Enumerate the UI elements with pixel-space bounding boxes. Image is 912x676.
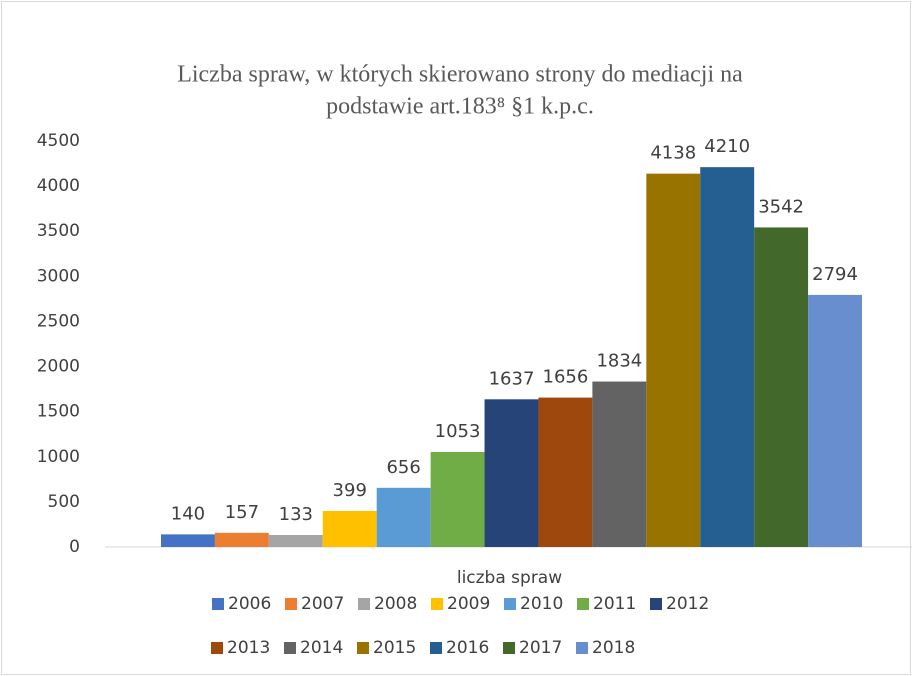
bar bbox=[376, 487, 431, 547]
data-label: 157 bbox=[225, 502, 259, 523]
legend-swatch bbox=[285, 598, 297, 610]
bar bbox=[592, 381, 647, 547]
x-tick-label: liczba spraw bbox=[457, 568, 562, 588]
bar bbox=[214, 532, 269, 547]
y-tick-label: 2500 bbox=[37, 311, 80, 331]
legend-swatch bbox=[650, 598, 662, 610]
bar bbox=[484, 399, 539, 547]
data-label: 656 bbox=[386, 457, 420, 478]
chart-title: Liczba spraw, w których skierowano stron… bbox=[177, 62, 743, 88]
data-label: 1053 bbox=[435, 421, 481, 442]
legend-swatch bbox=[284, 642, 296, 654]
legend-label: 2018 bbox=[592, 638, 635, 658]
legend-label: 2016 bbox=[446, 638, 489, 658]
legend-label: 2012 bbox=[666, 594, 709, 614]
data-label: 3542 bbox=[758, 196, 804, 217]
legend-swatch bbox=[211, 642, 223, 654]
legend-swatch bbox=[431, 598, 443, 610]
bar bbox=[161, 534, 215, 547]
legend-label: 2013 bbox=[227, 638, 270, 658]
legend-swatch bbox=[358, 598, 370, 610]
y-tick-label: 4000 bbox=[37, 176, 80, 196]
legend-swatch bbox=[503, 642, 515, 654]
chart-title: podstawie art.183⁸ §1 k.p.c. bbox=[326, 94, 594, 120]
legend-label: 2014 bbox=[300, 638, 343, 658]
data-label: 1834 bbox=[596, 351, 642, 372]
data-label: 140 bbox=[171, 503, 205, 524]
data-label: 133 bbox=[279, 504, 313, 525]
data-label: 1637 bbox=[489, 368, 535, 389]
y-tick-label: 3000 bbox=[37, 266, 80, 286]
legend-swatch bbox=[357, 642, 369, 654]
bar bbox=[808, 294, 862, 547]
y-tick-label: 4500 bbox=[37, 131, 80, 151]
bar bbox=[646, 173, 701, 547]
legend-swatch bbox=[504, 598, 516, 610]
bar bbox=[430, 451, 485, 547]
bar bbox=[538, 397, 593, 547]
data-label: 4138 bbox=[650, 143, 696, 164]
legend-label: 2006 bbox=[228, 594, 271, 614]
legend-label: 2008 bbox=[374, 594, 417, 614]
y-tick-label: 1500 bbox=[37, 402, 80, 422]
y-tick-label: 3500 bbox=[37, 221, 80, 241]
legend-swatch bbox=[430, 642, 442, 654]
data-label: 399 bbox=[333, 480, 367, 501]
bar bbox=[268, 535, 323, 547]
legend-swatch bbox=[576, 642, 588, 654]
y-tick-label: 2000 bbox=[37, 357, 80, 377]
legend-label: 2011 bbox=[593, 594, 636, 614]
y-tick-label: 0 bbox=[69, 537, 80, 557]
bar bbox=[700, 167, 755, 548]
data-label: 4210 bbox=[704, 136, 750, 157]
legend-label: 2010 bbox=[520, 594, 563, 614]
legend-label: 2017 bbox=[519, 638, 562, 658]
legend-swatch bbox=[577, 598, 589, 610]
legend-label: 2007 bbox=[301, 594, 344, 614]
y-tick-label: 1000 bbox=[37, 447, 80, 467]
bar bbox=[322, 511, 377, 547]
data-label: 1656 bbox=[543, 367, 589, 388]
legend-label: 2009 bbox=[447, 594, 490, 614]
legend-label: 2015 bbox=[373, 638, 416, 658]
bar bbox=[754, 227, 809, 547]
y-tick-label: 500 bbox=[48, 492, 80, 512]
legend-swatch bbox=[212, 598, 224, 610]
data-label: 2794 bbox=[812, 264, 858, 285]
